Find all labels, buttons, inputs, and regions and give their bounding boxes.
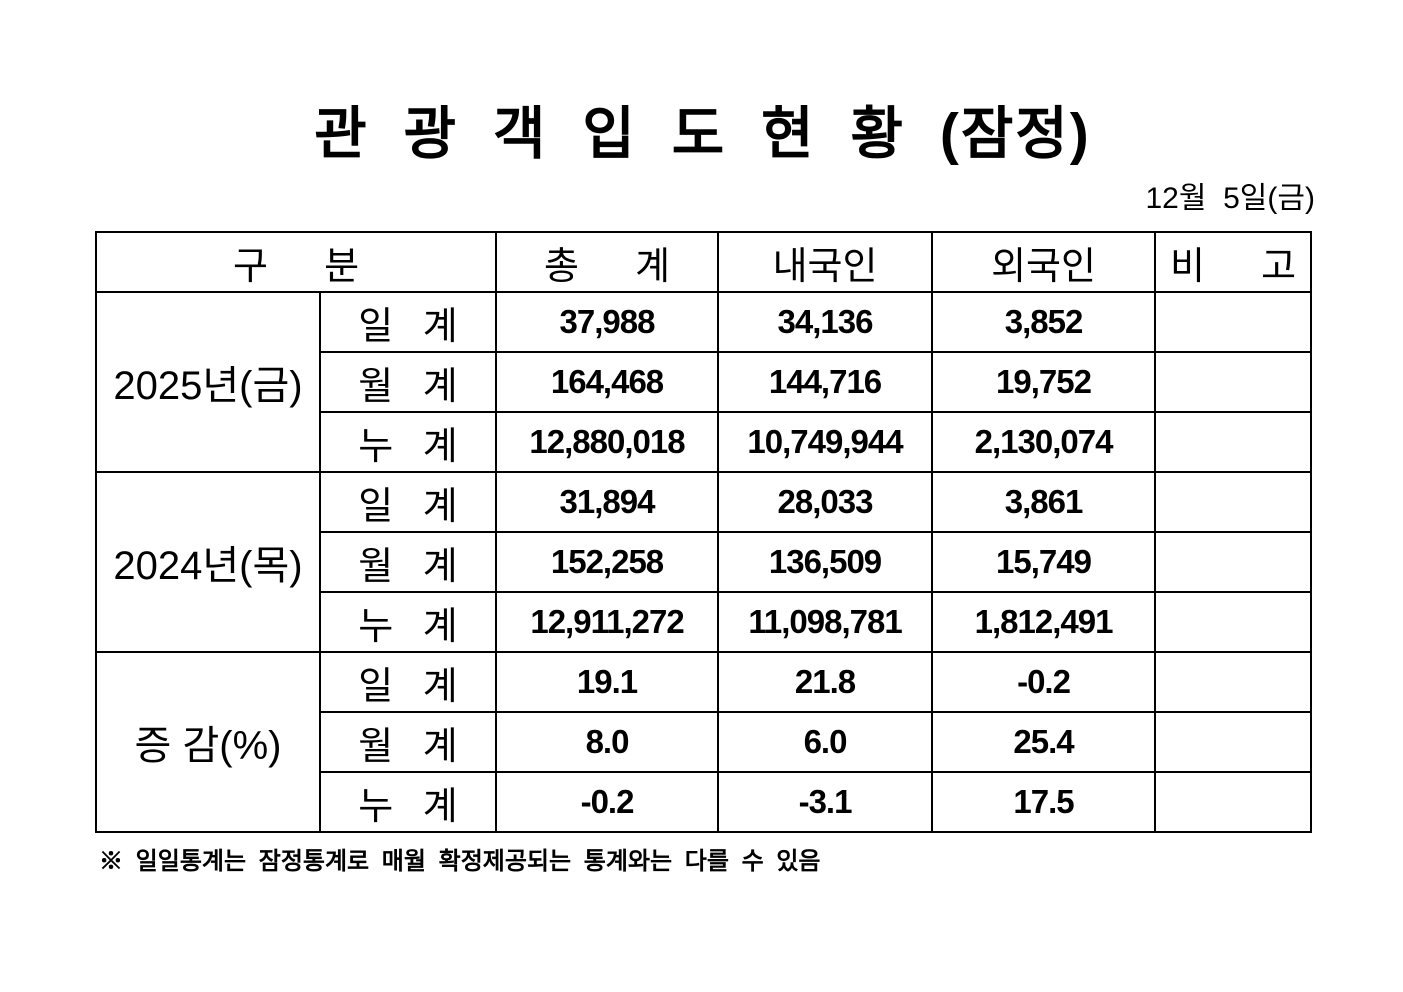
table-row: 월 계 152,258 136,509 15,749: [96, 531, 1313, 593]
row-label: 일 계: [318, 651, 498, 713]
foreign-value: 3,861: [931, 471, 1157, 533]
domestic-value: 28,033: [717, 471, 934, 533]
report-date: 12월 5일(금): [1145, 182, 1315, 215]
domestic-value: 11,098,781: [717, 591, 934, 653]
header-cell-total: 총 계: [495, 231, 720, 293]
header-cell-foreign: 외국인: [931, 231, 1157, 293]
row-label: 누 계: [318, 771, 498, 833]
foreign-value: 17.5: [931, 771, 1157, 833]
domestic-value: 34,136: [717, 291, 934, 353]
domestic-value: 144,716: [717, 351, 934, 413]
remark-cell: [1154, 531, 1313, 593]
domestic-value: 21.8: [717, 651, 934, 713]
total-value: 37,988: [495, 291, 720, 353]
remark-cell: [1154, 771, 1313, 833]
remark-cell: [1154, 711, 1313, 773]
tourist-arrivals-table: 구 분 총 계 내국인 외국인 비 고 2025년(금) 일 계 37,988 …: [94, 231, 1313, 833]
row-label: 월 계: [318, 351, 498, 413]
header-cell-category: 구 분: [94, 231, 498, 293]
row-label: 누 계: [318, 411, 498, 473]
total-value: 152,258: [495, 531, 720, 593]
domestic-value: -3.1: [717, 771, 934, 833]
table-row: 월 계 8.0 6.0 25.4: [96, 711, 1313, 773]
foreign-value: -0.2: [931, 651, 1157, 713]
total-value: 12,880,018: [495, 411, 720, 473]
total-value: -0.2: [495, 771, 720, 833]
row-label: 일 계: [318, 291, 498, 353]
group-label-2025: 2025년(금): [95, 291, 321, 473]
group-label-change-pct: 증 감(%): [95, 651, 321, 833]
foreign-value: 1,812,491: [931, 591, 1157, 653]
foreign-value: 2,130,074: [931, 411, 1157, 473]
table-row: 누 계 -0.2 -3.1 17.5: [96, 771, 1313, 833]
foreign-value: 3,852: [931, 291, 1157, 353]
table-row: 월 계 164,468 144,716 19,752: [96, 351, 1313, 413]
total-value: 31,894: [495, 471, 720, 533]
remark-cell: [1154, 591, 1313, 653]
group-label-2024: 2024년(목): [95, 471, 321, 653]
foreign-value: 19,752: [931, 351, 1157, 413]
foreign-value: 15,749: [931, 531, 1157, 593]
total-value: 19.1: [495, 651, 720, 713]
remark-cell: [1154, 291, 1313, 353]
table-row: 누 계 12,880,018 10,749,944 2,130,074: [96, 411, 1313, 473]
table-row: 증 감(%) 일 계 19.1 21.8 -0.2: [95, 651, 1313, 833]
remark-cell: [1154, 351, 1313, 413]
total-value: 8.0: [495, 711, 720, 773]
footnote: ※ 일일통계는 잠정통계로 매월 확정제공되는 통계와는 다를 수 있음: [99, 848, 821, 875]
page-title: 관 광 객 입 도 현 황 (잠정): [314, 102, 1091, 166]
table-header-row: 구 분 총 계 내국인 외국인 비 고: [94, 231, 1313, 293]
total-value: 12,911,272: [495, 591, 720, 653]
remark-cell: [1154, 411, 1313, 473]
domestic-value: 136,509: [717, 531, 934, 593]
table-row: 누 계 12,911,272 11,098,781 1,812,491: [96, 591, 1313, 653]
domestic-value: 6.0: [717, 711, 934, 773]
remark-cell: [1154, 651, 1313, 713]
total-value: 164,468: [495, 351, 720, 413]
table-row: 2024년(목) 일 계 31,894 28,033 3,861: [95, 471, 1313, 653]
remark-cell: [1154, 471, 1313, 533]
header-cell-remark: 비 고: [1154, 231, 1313, 293]
domestic-value: 10,749,944: [717, 411, 934, 473]
row-label: 일 계: [318, 471, 498, 533]
foreign-value: 25.4: [931, 711, 1157, 773]
header-cell-domestic: 내국인: [717, 231, 934, 293]
table-row: 2025년(금) 일 계 37,988 34,136 3,852: [95, 291, 1313, 473]
row-label: 누 계: [318, 591, 498, 653]
row-label: 월 계: [318, 531, 498, 593]
row-label: 월 계: [318, 711, 498, 773]
